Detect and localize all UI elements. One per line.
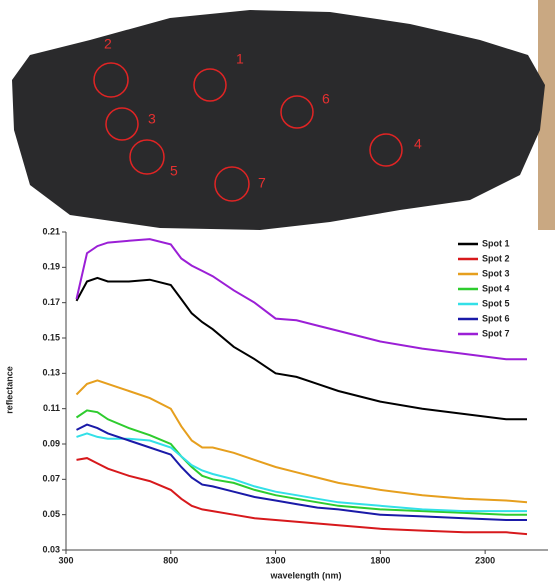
spot-label: 3	[148, 111, 156, 127]
figure: 1 2 3 4 5 6 7 wavelength (nm) reflectanc…	[0, 0, 555, 583]
y-tick-label: 0.05	[42, 509, 60, 519]
legend-label: Spot 2	[482, 253, 510, 263]
spot-label: 5	[170, 163, 178, 179]
legend-label: Spot 6	[482, 313, 510, 323]
series-line	[77, 278, 528, 419]
series-line	[77, 425, 528, 520]
spot-label: 6	[322, 91, 330, 107]
spot-label: 1	[236, 51, 244, 67]
x-tick-label: 800	[163, 555, 178, 565]
series-line	[77, 239, 528, 359]
spot-label: 7	[258, 175, 266, 191]
legend-label: Spot 4	[482, 283, 510, 293]
y-tick-label: 0.21	[42, 226, 60, 236]
x-tick-label: 1800	[370, 555, 390, 565]
series-line	[77, 380, 528, 502]
y-tick-label: 0.19	[42, 262, 60, 272]
legend-label: Spot 7	[482, 328, 510, 338]
legend-label: Spot 3	[482, 268, 510, 278]
y-tick-label: 0.03	[42, 544, 60, 554]
legend-label: Spot 5	[482, 298, 510, 308]
rock-photo: 1 2 3 4 5 6 7	[12, 0, 555, 230]
x-tick-label: 2300	[475, 555, 495, 565]
rock	[12, 10, 545, 230]
y-tick-label: 0.07	[42, 474, 60, 484]
spot-label: 2	[104, 36, 112, 52]
legend-label: Spot 1	[482, 238, 510, 248]
y-tick-label: 0.15	[42, 332, 60, 342]
y-tick-label: 0.17	[42, 297, 60, 307]
x-tick-label: 300	[58, 555, 73, 565]
spot-label: 4	[414, 136, 422, 152]
x-axis-label: wavelength (nm)	[269, 570, 341, 580]
x-tick-label: 1300	[266, 555, 286, 565]
y-tick-label: 0.09	[42, 438, 60, 448]
y-tick-label: 0.11	[43, 403, 60, 413]
y-axis-label: reflectance	[4, 366, 14, 414]
y-tick-label: 0.13	[42, 368, 60, 378]
